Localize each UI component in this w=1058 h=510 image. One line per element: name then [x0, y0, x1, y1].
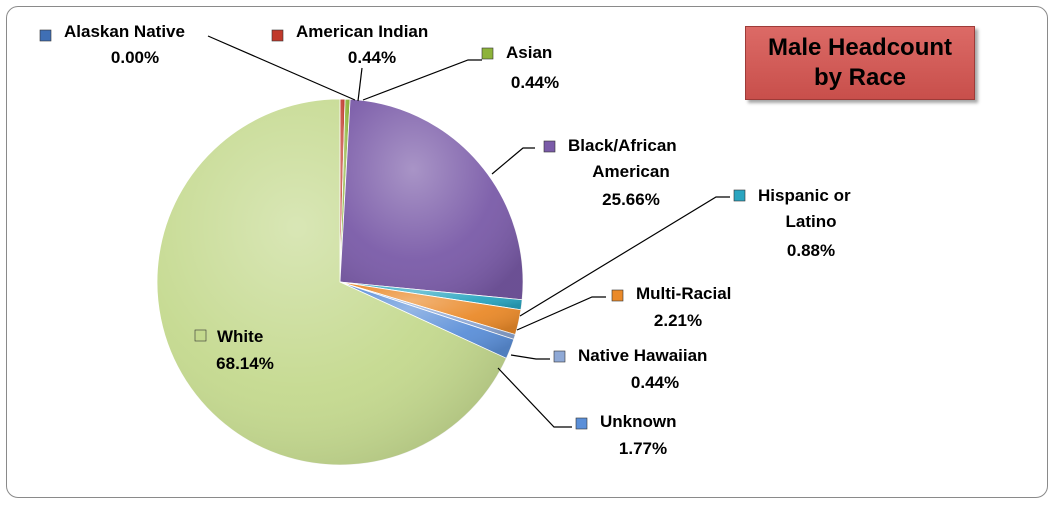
- legend-marker-native-hawaiian: [553, 350, 566, 363]
- slice-label-multi-racial: Multi-Racial: [636, 284, 731, 303]
- slice-percent-asian: 0.44%: [511, 73, 559, 92]
- slice-label-asian: Asian: [506, 43, 552, 62]
- legend-marker-black-african-american: [543, 140, 556, 153]
- legend-marker-multi-racial: [611, 289, 624, 302]
- slice-percent-american-indian: 0.44%: [348, 48, 396, 67]
- chart-title: Male Headcount by Race: [767, 34, 953, 91]
- slice-percent-hispanic-or-latino: 0.88%: [787, 241, 835, 260]
- leader-line-american-indian: [357, 67, 363, 102]
- leader-lines: [207, 35, 730, 428]
- slice-label-native-hawaiian: Native Hawaiian: [578, 346, 707, 365]
- legend-marker-alaskan-native: [39, 29, 52, 42]
- leader-line-multi-racial: [516, 296, 606, 331]
- slice-percent-multi-racial: 2.21%: [654, 311, 702, 330]
- leader-line-native-hawaiian: [510, 354, 550, 360]
- pie-slices: [156, 98, 524, 466]
- slice-label-unknown: Unknown: [600, 412, 677, 431]
- chart-title-box: Male Headcount by Race: [745, 26, 975, 100]
- leader-line-black-african-american: [491, 147, 535, 175]
- legend-marker-american-indian: [271, 29, 284, 42]
- leader-line-alaskan-native: [207, 35, 356, 101]
- leader-line-asian: [362, 59, 482, 101]
- slice-labels: Alaskan Native 0.00% American Indian 0.44% A…: [39, 22, 851, 458]
- pie-slice-black-african-american: [339, 98, 524, 301]
- slice-label-american-indian: American Indian: [296, 22, 428, 41]
- slice-label-black-african-american: Black/African American: [568, 136, 677, 181]
- slice-label-white: White: [217, 327, 263, 346]
- slice-percent-alaskan-native: 0.00%: [111, 48, 159, 67]
- leader-line-unknown: [497, 367, 572, 428]
- slice-percent-black-african-american: 25.66%: [602, 190, 660, 209]
- slice-percent-white: 68.14%: [216, 354, 274, 373]
- slice-label-hispanic-or-latino: Hispanic or Latino: [758, 186, 851, 231]
- legend-marker-white: [194, 329, 207, 342]
- slice-percent-unknown: 1.77%: [619, 439, 667, 458]
- leader-line-hispanic-or-latino: [519, 196, 730, 317]
- slice-percent-native-hawaiian: 0.44%: [631, 373, 679, 392]
- legend-marker-asian: [481, 47, 494, 60]
- slice-label-alaskan-native: Alaskan Native: [64, 22, 185, 41]
- legend-marker-unknown: [575, 417, 588, 430]
- legend-marker-hispanic-or-latino: [733, 189, 746, 202]
